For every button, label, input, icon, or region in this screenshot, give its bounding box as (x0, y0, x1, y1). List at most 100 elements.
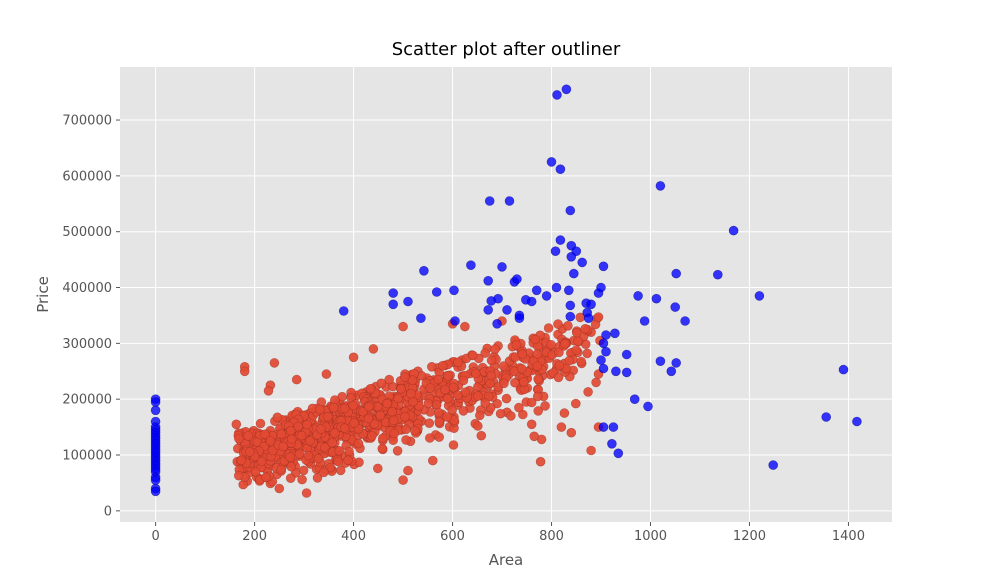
kept-point (566, 427, 577, 438)
kept-point (286, 434, 297, 444)
kept-point (319, 467, 329, 478)
outlier-point (565, 205, 576, 216)
kept-point (458, 375, 469, 386)
outlier-point (655, 356, 666, 367)
y-tick-label: 400000 (62, 281, 112, 296)
kept-point (582, 348, 593, 359)
outlier-point (577, 257, 588, 268)
kept-point (339, 423, 350, 434)
kept-point (470, 368, 481, 379)
kept-point (272, 412, 283, 423)
kept-point (576, 356, 587, 367)
kept-point (593, 312, 604, 322)
kept-point (321, 369, 332, 379)
y-tick-label: 200000 (62, 393, 112, 408)
kept-point (586, 445, 596, 456)
kept-point (533, 406, 544, 416)
outlier-point (514, 313, 525, 324)
kept-point (480, 348, 491, 358)
kept-point (389, 428, 400, 439)
outlier-point (610, 328, 620, 339)
kept-point (553, 372, 564, 383)
kept-point (322, 411, 333, 422)
kept-point (297, 474, 307, 485)
outlier-point (555, 235, 566, 245)
kept-point (533, 374, 544, 384)
outlier-point (621, 367, 632, 378)
kept-point (285, 425, 296, 436)
x-tick-label: 0 (151, 529, 159, 544)
outlier-point (550, 246, 561, 256)
outlier-point (492, 318, 502, 329)
kept-point (401, 435, 411, 445)
axes: 0 200 400 600 800 1000 1200 1400 0 100000 200000 30… (62, 114, 865, 544)
kept-point (514, 402, 524, 413)
kept-point (474, 410, 485, 421)
kept-point (344, 446, 354, 457)
outlier-point (403, 296, 413, 307)
kept-point (234, 470, 244, 481)
kept-point (365, 383, 376, 394)
kept-point (375, 410, 386, 421)
outlier-point (431, 287, 442, 297)
kept-point (554, 360, 565, 371)
x-tick-label: 200 (242, 529, 267, 544)
kept-point (554, 347, 564, 358)
kept-point (453, 357, 463, 368)
kept-point (517, 349, 528, 360)
kept-point (243, 431, 253, 441)
kept-point (291, 374, 302, 385)
outlier-point (598, 422, 609, 432)
outlier-point (598, 338, 609, 349)
outlier-point (598, 363, 609, 374)
kept-point (285, 473, 296, 484)
outlier-point (546, 157, 557, 167)
kept-point (434, 432, 445, 442)
outlier-point (838, 364, 849, 375)
kept-point (256, 456, 267, 467)
outlier-point (466, 260, 476, 271)
x-tick-label: 800 (539, 529, 564, 544)
outlier-point (566, 251, 577, 262)
kept-point (260, 429, 270, 440)
chart-title: Scatter plot after outliner (392, 39, 621, 60)
kept-point (506, 411, 516, 421)
kept-point (393, 393, 403, 404)
outlier-point (712, 269, 723, 280)
kept-point (410, 425, 420, 436)
outlier-point (728, 225, 739, 236)
kept-point (433, 374, 444, 385)
kept-point (312, 473, 323, 483)
y-tick-label: 300000 (62, 337, 112, 352)
kept-point (448, 382, 459, 393)
kept-point (335, 465, 346, 476)
outlier-point (583, 313, 594, 324)
kept-point (532, 391, 543, 402)
outlier-point (388, 299, 399, 310)
x-tick-label: 400 (341, 529, 366, 544)
kept-point (363, 413, 374, 424)
outlier-point (611, 366, 621, 377)
kept-point (516, 363, 527, 374)
kept-point (400, 411, 410, 422)
outlier-point (552, 90, 562, 100)
kept-point (499, 378, 509, 389)
outlier-point (680, 316, 690, 326)
kept-point (480, 398, 491, 408)
kept-point (530, 334, 541, 345)
outlier-point (568, 268, 579, 279)
kept-point (387, 406, 398, 417)
outlier-point (449, 285, 459, 296)
outlier-point (531, 285, 542, 296)
kept-point (388, 415, 399, 426)
kept-point (560, 339, 570, 349)
outlier-point (338, 306, 349, 316)
outlier-point (565, 311, 576, 322)
kept-point (334, 445, 345, 456)
kept-point (376, 378, 387, 389)
kept-point (559, 408, 570, 418)
outlier-point (450, 316, 460, 326)
y-tick-label: 100000 (62, 449, 112, 464)
kept-point (250, 466, 261, 477)
kept-point (392, 445, 403, 456)
